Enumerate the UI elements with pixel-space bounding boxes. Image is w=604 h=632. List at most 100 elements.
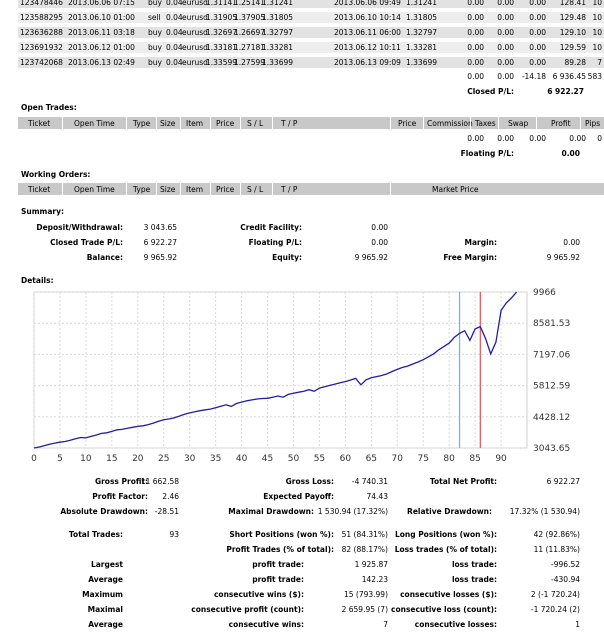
table-cell: 0.00 <box>529 58 546 67</box>
average-loss-trade-value: -430.94 <box>551 575 580 584</box>
table-cell: 1.31241 <box>262 0 294 7</box>
table-row: 123691932 2013.06.12 01:00 buy 0.04 eurusd 1.… <box>18 42 604 53</box>
x-tick-label: 35 <box>210 454 221 464</box>
x-tick-label: 55 <box>314 454 325 464</box>
table-cell: 1.25141 <box>234 0 266 7</box>
deposit-label: Deposit/Withdrawal: <box>36 223 123 232</box>
table-cell: 0.00 <box>529 13 546 22</box>
open-totals-swap: 0.00 <box>529 134 546 143</box>
table-cell: eurusd <box>182 0 208 7</box>
table-cell: eurusd <box>182 28 208 37</box>
table-cell: 0.00 <box>497 43 514 52</box>
table-cell: 0.00 <box>467 28 484 37</box>
table-cell: 1.31905 <box>206 13 238 22</box>
maximum-label: Maximum <box>82 590 123 599</box>
table-row: 123478446 2013.06.06 07:15 buy 0.04 eurusd 1.… <box>18 0 604 8</box>
short-positions-label: Short Positions (won %): <box>229 530 334 539</box>
long-positions-value: 42 (92.86%) <box>533 530 580 539</box>
table-cell: 1.31241 <box>406 0 438 7</box>
table-row: 123742068 2013.06.13 02:49 buy 0.04 eurusd 1.… <box>18 57 604 68</box>
total-trades-label: Total Trades: <box>68 530 123 539</box>
summary-floating-value: 0.00 <box>371 238 388 247</box>
balance-line <box>33 291 518 449</box>
balance-chart: 0 5 10 15 20 25 30 35 40 45 50 55 60 65 70 75 80 85 90 3043… <box>31 288 570 464</box>
y-tick-label: 4428.12 <box>533 413 570 423</box>
table-cell: 7 <box>597 58 602 67</box>
closed-trades-totals: 0.00 0.00 -14.18 6 936.45 583 <box>18 71 604 82</box>
table-cell: 129.10 <box>559 28 586 37</box>
maximal-consecutive-loss-label: consecutive loss (count): <box>391 605 497 614</box>
avg-consecutive-wins-label: consecutive wins: <box>228 620 304 629</box>
loss-trades-value: 11 (11.83%) <box>533 545 580 554</box>
table-cell: 123742068 <box>20 58 63 67</box>
x-tick-label: 40 <box>236 454 248 464</box>
largest-loss-trade-value: -996.52 <box>551 560 580 569</box>
table-cell: 10 <box>592 28 602 37</box>
maximal-consecutive-profit-value: 2 659.95 (7) <box>341 605 388 614</box>
x-tick-label: 10 <box>80 454 92 464</box>
table-cell: 89.28 <box>564 58 586 67</box>
gross-profit-label: Gross Profit: <box>94 477 148 486</box>
average-loss-trade-label: loss trade: <box>451 575 497 584</box>
totals-taxes: 0.00 <box>497 72 514 81</box>
chart-frame <box>33 291 528 449</box>
table-cell: 0.04 <box>166 28 183 37</box>
long-positions-label: Long Positions (won %): <box>394 530 497 539</box>
open-totals-taxes: 0.00 <box>497 134 514 143</box>
open-trades-title: Open Trades: <box>21 103 77 112</box>
table-cell: 1.37905 <box>234 13 266 22</box>
profit-trades-label: Profit Trades (% of total): <box>226 545 334 554</box>
table-cell: 10 <box>592 0 602 7</box>
avg-consecutive-losses-label: consecutive losses: <box>414 620 497 629</box>
table-cell: 2013.06.13 09:09 <box>334 58 401 67</box>
x-tick-label: 70 <box>392 454 404 464</box>
table-cell: 0.04 <box>166 58 183 67</box>
y-tick-label: 9966 <box>533 288 556 298</box>
x-tick-label: 25 <box>158 454 169 464</box>
max-drawdown-label: Maximal Drawdown: <box>228 507 314 516</box>
free-margin-label: Free Margin: <box>443 253 497 262</box>
table-cell: 2013.06.11 03:18 <box>68 28 135 37</box>
table-cell: 1.33599 <box>206 58 238 67</box>
table-cell: 2013.06.06 09:49 <box>334 0 401 7</box>
x-tick-label: 75 <box>417 454 428 464</box>
table-cell: buy <box>148 28 162 37</box>
open-totals-pips: 0 <box>597 134 602 143</box>
table-cell: eurusd <box>182 58 208 67</box>
table-cell: buy <box>148 58 162 67</box>
table-cell: 0.00 <box>529 28 546 37</box>
floating-pl-label: Floating P/L: <box>460 149 514 158</box>
table-cell: sell <box>148 13 161 22</box>
max-consecutive-losses-value: 2 (-1 720.24) <box>530 590 580 599</box>
totals-pips: 583 <box>587 72 602 81</box>
short-positions-value: 51 (84.31%) <box>341 530 388 539</box>
table-cell: 0.00 <box>497 28 514 37</box>
abs-drawdown-value: -28.51 <box>154 507 179 516</box>
table-cell: 0.04 <box>166 13 183 22</box>
col-pips: Pips <box>585 119 601 128</box>
wo-col-ticket: Ticket <box>28 185 51 194</box>
x-tick-label: 50 <box>288 454 300 464</box>
max-consecutive-wins-value: 15 (793.99) <box>343 590 388 599</box>
closed-pl-label: Closed P/L: <box>467 87 514 96</box>
table-cell: 2013.06.06 07:15 <box>68 0 135 7</box>
avg-consecutive-losses-value: 1 <box>575 620 580 629</box>
wo-col-size: Size <box>160 185 176 194</box>
x-tick-label: 5 <box>57 454 63 464</box>
table-cell: 1.32697 <box>206 28 238 37</box>
x-tick-label: 80 <box>443 454 455 464</box>
gross-loss-value: -4 740.31 <box>351 477 388 486</box>
x-tick-label: 65 <box>366 454 377 464</box>
totals-profit: 6 936.45 <box>552 72 586 81</box>
col-price: Price <box>216 119 235 128</box>
table-cell: 2013.06.13 02:49 <box>68 58 135 67</box>
table-cell: 1.33281 <box>262 43 294 52</box>
table-cell: 1.26697 <box>234 28 266 37</box>
equity-label: Equity: <box>272 253 302 262</box>
table-cell: 129.48 <box>559 13 586 22</box>
wo-col-sl: S / L <box>247 185 264 194</box>
col-tp: T / P <box>281 119 298 128</box>
rel-drawdown-value: 17.32% (1 530.94) <box>509 507 580 516</box>
total-trades-value: 93 <box>169 530 179 539</box>
table-cell: 10 <box>592 43 602 52</box>
